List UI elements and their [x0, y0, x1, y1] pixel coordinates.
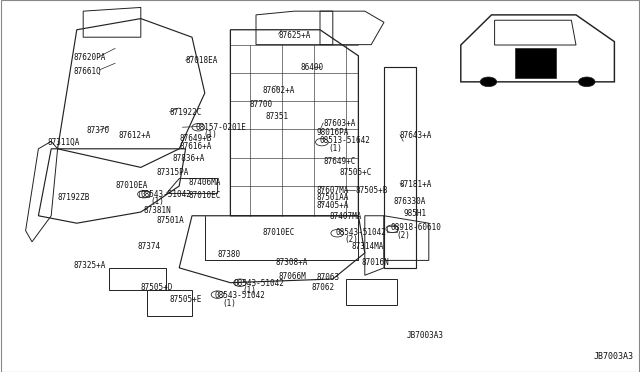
Text: (1): (1)	[150, 197, 164, 206]
Text: 87181+A: 87181+A	[400, 180, 433, 189]
Text: 87607MA: 87607MA	[317, 186, 349, 195]
Text: 87505+C: 87505+C	[339, 169, 372, 177]
Text: 87505+B: 87505+B	[355, 186, 388, 195]
Text: 08543-51042: 08543-51042	[141, 190, 191, 199]
Text: 08918-60610: 08918-60610	[390, 223, 441, 232]
Text: 87016N: 87016N	[362, 258, 389, 267]
Text: 87405+A: 87405+A	[317, 201, 349, 210]
Text: 87643+A: 87643+A	[400, 131, 433, 140]
Text: 87381N: 87381N	[144, 206, 172, 215]
Text: (2): (2)	[344, 235, 358, 244]
Text: 87308+A: 87308+A	[275, 258, 308, 267]
Text: 87602+A: 87602+A	[262, 86, 295, 94]
Text: 87066M: 87066M	[278, 272, 306, 280]
Text: 87501A: 87501A	[157, 216, 184, 225]
Text: 876330A: 876330A	[394, 197, 426, 206]
Text: (1): (1)	[204, 130, 218, 139]
Text: 87612+A: 87612+A	[118, 131, 151, 140]
Text: 87625+A: 87625+A	[278, 31, 311, 40]
Text: 08543-51042: 08543-51042	[234, 279, 284, 288]
Text: 98016PA: 98016PA	[317, 128, 349, 137]
Text: 08543-51042: 08543-51042	[336, 228, 387, 237]
Text: 87315PA: 87315PA	[157, 169, 189, 177]
Text: 87018EA: 87018EA	[186, 56, 218, 65]
Text: 87407MA: 87407MA	[330, 212, 362, 221]
Circle shape	[579, 77, 595, 87]
Text: 87010EC: 87010EC	[262, 228, 295, 237]
Text: 08513-51642: 08513-51642	[320, 136, 371, 145]
Text: 87649+C: 87649+C	[323, 157, 356, 166]
Text: (1): (1)	[242, 286, 256, 295]
Polygon shape	[515, 48, 556, 78]
Text: 87062: 87062	[312, 283, 335, 292]
Text: 87661Q: 87661Q	[74, 67, 101, 76]
Text: 985H1: 985H1	[403, 209, 426, 218]
Text: 87406MA: 87406MA	[189, 178, 221, 187]
Text: 87505+E: 87505+E	[170, 295, 202, 304]
Text: 87325+A: 87325+A	[74, 262, 106, 270]
Text: 86400: 86400	[301, 63, 324, 72]
Text: 87620PA: 87620PA	[74, 53, 106, 62]
Text: 08157-0201E: 08157-0201E	[195, 123, 246, 132]
Text: 87700: 87700	[250, 100, 273, 109]
Text: 87616+A: 87616+A	[179, 142, 212, 151]
Text: JB7003A3: JB7003A3	[406, 331, 444, 340]
Text: 87836+A: 87836+A	[173, 154, 205, 163]
Text: (2): (2)	[397, 231, 411, 240]
Text: 87010EA: 87010EA	[115, 181, 148, 190]
Text: 87501AA: 87501AA	[317, 193, 349, 202]
Text: 87649+B: 87649+B	[179, 134, 212, 143]
Text: 87370: 87370	[86, 126, 109, 135]
Text: 87314MA: 87314MA	[352, 242, 385, 251]
Text: 87351: 87351	[266, 112, 289, 121]
Text: 871922C: 871922C	[170, 108, 202, 117]
Text: 87010EC: 87010EC	[189, 191, 221, 200]
Text: JB7003A3: JB7003A3	[594, 352, 634, 361]
Text: 87311QA: 87311QA	[48, 138, 81, 147]
Text: (1): (1)	[223, 299, 237, 308]
Text: 87505+D: 87505+D	[141, 283, 173, 292]
Text: 87192ZB: 87192ZB	[58, 193, 90, 202]
Text: 87380: 87380	[218, 250, 241, 259]
Text: 08543-51042: 08543-51042	[214, 291, 265, 300]
Text: 87603+A: 87603+A	[323, 119, 356, 128]
Text: (1): (1)	[328, 144, 342, 153]
Text: 87374: 87374	[138, 242, 161, 251]
Circle shape	[480, 77, 497, 87]
Text: 87063: 87063	[317, 273, 340, 282]
